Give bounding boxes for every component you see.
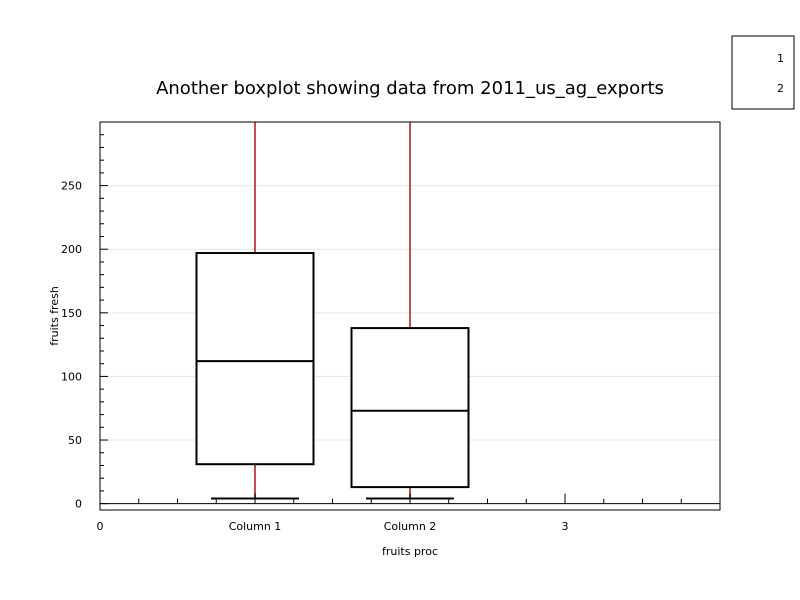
legend: 1 2 — [731, 35, 795, 110]
box-2 — [350, 122, 470, 500]
y-tick-label: 150 — [61, 307, 82, 320]
x-tick-label: 0 — [97, 520, 104, 533]
y-tick-label: 250 — [61, 180, 82, 193]
box-series — [195, 122, 470, 500]
y-tick-label: 100 — [61, 370, 82, 383]
x-tick-label: 3 — [562, 520, 569, 533]
x-tick-label: Column 2 — [384, 520, 437, 533]
iqr-box — [350, 327, 470, 489]
chart-title: Another boxplot showing data from 2011_u… — [156, 78, 664, 99]
x-axis-ticks: 0 Column 1 Column 2 3 — [97, 493, 682, 533]
y-tick-label: 50 — [68, 434, 82, 447]
y-tick-label: 0 — [75, 498, 82, 511]
x-axis-label: fruits proc — [382, 545, 438, 558]
y-tick-label: 200 — [61, 243, 82, 256]
y-axis-ticks: 0 50 100 150 200 250 — [61, 134, 108, 511]
legend-entry-2: 2 — [777, 82, 784, 95]
box-1 — [195, 122, 315, 500]
y-axis-label: fruits fresh — [48, 286, 61, 346]
legend-box — [731, 35, 795, 110]
x-tick-label: Column 1 — [229, 520, 282, 533]
legend-entry-1: 1 — [777, 52, 784, 65]
plot-frame — [99, 121, 721, 511]
iqr-box — [195, 252, 315, 466]
